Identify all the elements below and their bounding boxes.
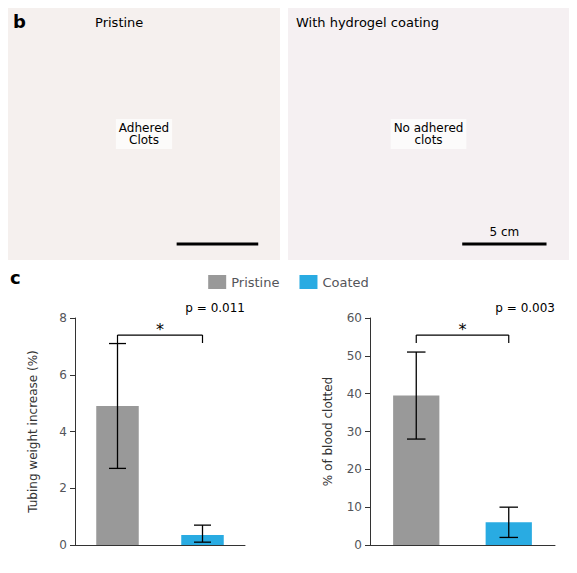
svg-text:30: 30: [347, 425, 362, 439]
svg-text:5 cm: 5 cm: [489, 225, 519, 239]
svg-text:clots: clots: [414, 133, 442, 147]
svg-text:20: 20: [347, 462, 362, 476]
svg-text:8: 8: [59, 311, 67, 325]
svg-text:With hydrogel coating: With hydrogel coating: [296, 15, 439, 30]
svg-text:Clots: Clots: [129, 133, 159, 147]
svg-text:% of blood clotted: % of blood clotted: [321, 377, 335, 486]
svg-text:p = 0.011: p = 0.011: [185, 301, 245, 315]
svg-text:60: 60: [347, 311, 362, 325]
svg-text:4: 4: [59, 425, 67, 439]
svg-text:2: 2: [59, 481, 67, 495]
svg-text:Pristine: Pristine: [95, 15, 143, 30]
svg-text:50: 50: [347, 349, 362, 363]
svg-text:10: 10: [347, 500, 362, 514]
svg-text:c: c: [10, 267, 21, 288]
svg-text:Tubing weight increase (%): Tubing weight increase (%): [26, 350, 40, 514]
svg-text:p = 0.003: p = 0.003: [495, 301, 555, 315]
svg-text:b: b: [13, 11, 26, 32]
svg-text:*: *: [459, 320, 467, 339]
svg-text:*: *: [156, 320, 164, 339]
svg-text:40: 40: [347, 387, 362, 401]
svg-text:Coated: Coated: [322, 275, 368, 290]
svg-text:Pristine: Pristine: [231, 275, 279, 290]
svg-text:0: 0: [354, 538, 362, 552]
svg-text:6: 6: [59, 368, 67, 382]
svg-text:No adhered: No adhered: [393, 121, 464, 135]
svg-text:Adhered: Adhered: [118, 121, 170, 135]
svg-text:0: 0: [59, 538, 67, 552]
